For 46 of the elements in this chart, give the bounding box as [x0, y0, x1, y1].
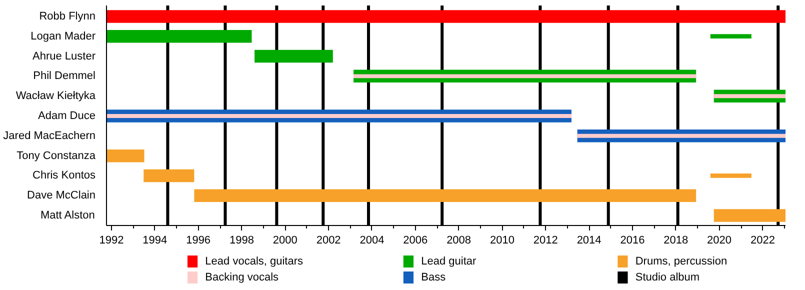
y-tick-label: Dave McClain: [27, 190, 96, 202]
bar: [710, 34, 752, 39]
legend-label: Backing vocals: [205, 272, 280, 284]
x-tick-label: 1994: [142, 234, 168, 246]
legend-label: Studio album: [635, 272, 700, 284]
x-tick-label: 1996: [186, 234, 211, 246]
y-tick-label: Phil Demmel: [33, 70, 96, 82]
legend-label: Drums, percussion: [635, 256, 728, 268]
bar: [106, 30, 252, 43]
bar: [710, 174, 752, 178]
bar: [106, 114, 572, 118]
legend-label: Lead vocals, guitars: [205, 256, 304, 268]
x-tick-label: 2000: [272, 234, 298, 246]
bar: [106, 149, 144, 162]
bar: [714, 209, 786, 222]
x-tick-label: 2004: [360, 234, 384, 246]
y-tick-label: Wacław Kiełtyka: [16, 90, 96, 102]
x-tick-label: 2018: [664, 234, 688, 246]
x-tick-label: 2012: [533, 234, 558, 246]
bar: [144, 169, 194, 182]
bar: [254, 50, 333, 63]
bar: [194, 189, 696, 202]
bar: [577, 134, 786, 138]
x-tick-label: 2022: [750, 234, 775, 246]
bar: [106, 10, 786, 23]
y-tick-label: Robb Flynn: [39, 10, 96, 22]
x-tick-label: 2002: [316, 234, 341, 246]
y-tick-label: Logan Mader: [30, 30, 96, 42]
bar: [354, 74, 696, 78]
y-tick-label: Jared MacEachern: [3, 130, 96, 142]
x-tick-label: 2008: [446, 234, 472, 246]
x-tick-label: 2016: [620, 234, 645, 246]
y-tick-label: Chris Kontos: [32, 170, 96, 182]
x-tick-label: 2006: [403, 234, 428, 246]
bar: [714, 94, 786, 98]
legend-label: Lead guitar: [421, 256, 476, 268]
x-tick-label: 1998: [230, 234, 254, 246]
x-tick-label: 2020: [707, 234, 732, 246]
y-tick-label: Tony Constanza: [16, 150, 96, 162]
y-tick-label: Matt Alston: [40, 210, 95, 222]
x-tick-label: 2010: [490, 234, 514, 246]
x-tick-label: 1992: [99, 234, 124, 246]
y-tick-label: Adam Duce: [38, 110, 96, 122]
legend-label: Bass: [421, 272, 446, 284]
y-tick-label: Ahrue Luster: [32, 50, 96, 62]
x-tick-label: 2014: [576, 234, 602, 246]
